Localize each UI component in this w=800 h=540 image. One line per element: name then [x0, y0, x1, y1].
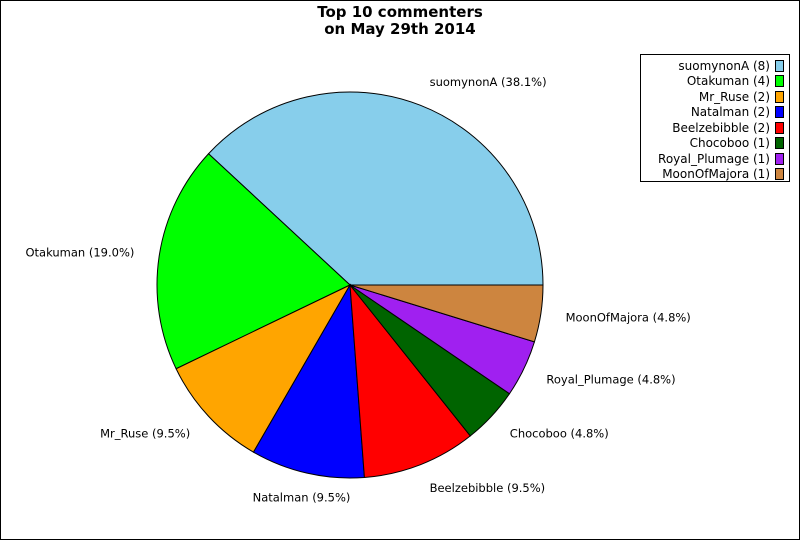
legend-item-natalman: Natalman (2)	[641, 105, 784, 121]
pie-slice-suomynona	[207, 91, 544, 286]
legend-label: Beelzebibble (2)	[672, 120, 770, 135]
legend-label: Mr_Ruse (2)	[698, 89, 770, 104]
legend-item-moonofmajora: MoonOfMajora (1)	[641, 167, 784, 183]
legend-label: Otakuman (4)	[686, 74, 770, 89]
legend-item-beelzebibble: Beelzebibble (2)	[641, 120, 784, 136]
slice-label-natalman: Natalman (9.5%)	[253, 491, 351, 505]
legend-swatch	[775, 152, 784, 165]
legend-swatch	[775, 137, 784, 150]
chart-title: Top 10 commenters on May 29th 2014	[0, 4, 800, 38]
slice-label-mr-ruse: Mr_Ruse (9.5%)	[100, 426, 190, 440]
legend-swatch	[775, 90, 784, 103]
legend-item-suomynona: suomynonA (8)	[641, 58, 784, 74]
slice-label-otakuman: Otakuman (19.0%)	[25, 246, 134, 260]
legend-item-chocoboo: Chocoboo (1)	[641, 136, 784, 152]
chart-legend: suomynonA (8) Otakuman (4) Mr_Ruse (2) Nata…	[640, 54, 790, 182]
legend-swatch	[775, 75, 784, 88]
legend-swatch	[775, 121, 784, 134]
chart-title-line-2: on May 29th 2014	[324, 20, 476, 38]
slice-label-moonofmajora: MoonOfMajora (4.8%)	[566, 311, 691, 325]
pie-slice-otakuman	[156, 153, 351, 370]
slice-label-chocoboo: Chocoboo (4.8%)	[510, 426, 609, 440]
chart-title-line-1: Top 10 commenters	[317, 3, 483, 21]
legend-swatch	[775, 106, 784, 119]
legend-label: Chocoboo (1)	[689, 136, 770, 151]
pie-slice-natalman	[252, 283, 365, 479]
legend-label: Natalman (2)	[690, 105, 770, 120]
legend-item-mr-ruse: Mr_Ruse (2)	[641, 89, 784, 105]
legend-label: MoonOfMajora (1)	[662, 167, 770, 182]
pie-slice-mr-ruse	[175, 283, 352, 453]
legend-label: Royal_Plumage (1)	[658, 151, 770, 166]
slice-label-royal-plumage: Royal_Plumage (4.8%)	[546, 373, 675, 387]
slice-label-beelzebibble: Beelzebibble (9.5%)	[430, 481, 546, 495]
slice-label-suomynona: suomynonA (38.1%)	[430, 75, 547, 89]
legend-label: suomynonA (8)	[678, 58, 770, 73]
legend-swatch	[775, 59, 784, 72]
legend-item-otakuman: Otakuman (4)	[641, 74, 784, 90]
legend-swatch	[775, 168, 784, 181]
legend-item-royal-plumage: Royal_Plumage (1)	[641, 151, 784, 167]
pie-slice-beelzebibble	[349, 283, 472, 478]
pie-slice-moonofmajora	[349, 284, 544, 343]
